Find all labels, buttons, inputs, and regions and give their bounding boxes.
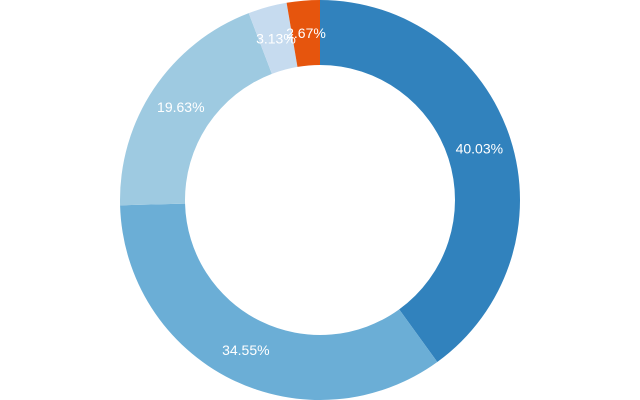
slices-group (120, 0, 520, 400)
slice-label-4: 3.13% (256, 30, 296, 46)
slice-1 (320, 0, 520, 362)
slice-4 (248, 2, 298, 74)
slice-2 (120, 203, 438, 400)
slice-label-5: 2.67% (286, 25, 326, 41)
slice-3 (120, 13, 272, 206)
slice-label-3: 19.63% (157, 99, 204, 115)
labels-group: 40.03% 34.55% 19.63% 3.13%2.67% (157, 25, 503, 358)
slice-label-2: 34.55% (222, 342, 269, 358)
slice-5 (286, 0, 320, 67)
slice-label-1: 40.03% (456, 140, 503, 156)
